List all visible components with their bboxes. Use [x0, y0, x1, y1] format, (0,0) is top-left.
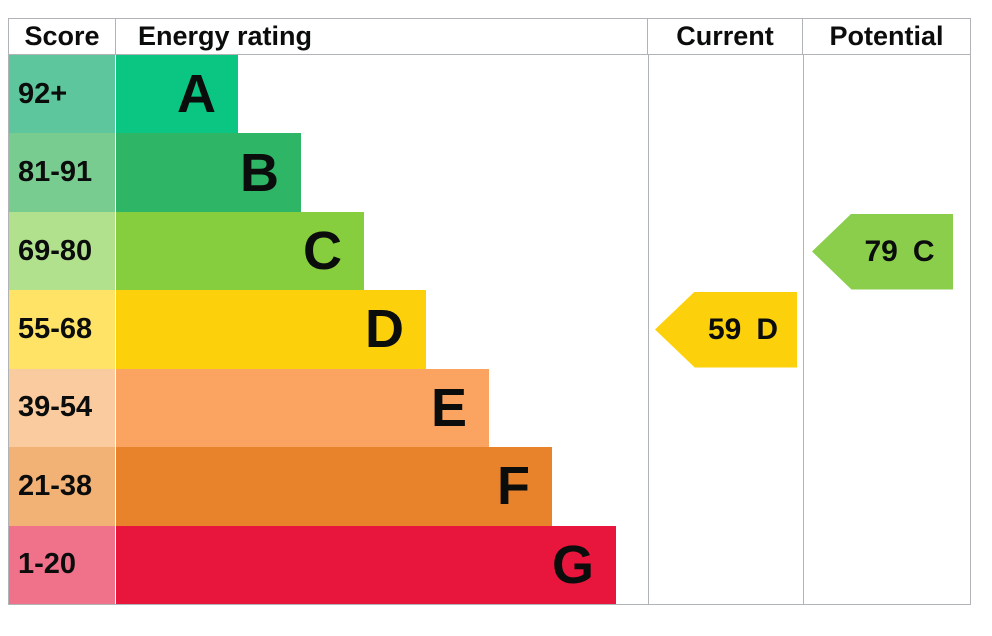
band-bar-a: A	[116, 55, 238, 134]
band-bar-c: C	[116, 211, 364, 291]
band-bar-e: E	[116, 368, 489, 448]
band-row-d: 55-68 D	[9, 290, 970, 369]
band-letter-d: D	[365, 299, 404, 360]
band-row-e: 39-54 E	[9, 368, 970, 448]
chart-body: 92+ A 81-91 B 69-80 C 55-68	[9, 55, 970, 604]
epc-table: Score Energy rating Current Potential 92…	[8, 18, 971, 605]
score-range-c: 69-80	[9, 211, 116, 291]
potential-column-divider	[803, 55, 804, 604]
band-row-c: 69-80 C	[9, 211, 970, 291]
potential-rating-letter: C	[912, 234, 935, 268]
header-potential: Potential	[829, 21, 944, 51]
header-score: Score	[9, 19, 116, 54]
band-bar-g: G	[116, 525, 616, 604]
header-energy-rating: Energy rating	[116, 19, 648, 54]
current-rating-letter: D	[756, 312, 779, 346]
band-letter-f: F	[497, 456, 530, 517]
band-bar-b: B	[116, 133, 301, 212]
band-row-g: 1-20 G	[9, 525, 970, 604]
potential-rating-value: 79	[864, 234, 898, 268]
header-row: Score Energy rating Current Potential	[9, 19, 970, 55]
current-column-divider	[648, 55, 649, 604]
band-letter-a: A	[177, 64, 216, 125]
band-row-b: 81-91 B	[9, 133, 970, 212]
band-letter-g: G	[551, 534, 594, 595]
band-letter-b: B	[240, 142, 279, 203]
band-bar-d: D	[116, 290, 426, 369]
score-range-g: 1-20	[9, 525, 116, 604]
score-range-f: 21-38	[9, 447, 116, 526]
band-letter-e: E	[430, 377, 467, 438]
band-letter-c: C	[303, 221, 342, 282]
current-rating-value: 59	[707, 312, 742, 346]
score-range-a: 92+	[9, 55, 116, 134]
header-current: Current	[648, 19, 803, 54]
band-row-a: 92+ A	[9, 55, 970, 134]
score-range-e: 39-54	[9, 368, 116, 448]
score-range-d: 55-68	[9, 290, 116, 369]
band-row-f: 21-38 F	[9, 447, 970, 526]
score-range-b: 81-91	[9, 133, 116, 212]
band-bar-f: F	[116, 447, 552, 526]
